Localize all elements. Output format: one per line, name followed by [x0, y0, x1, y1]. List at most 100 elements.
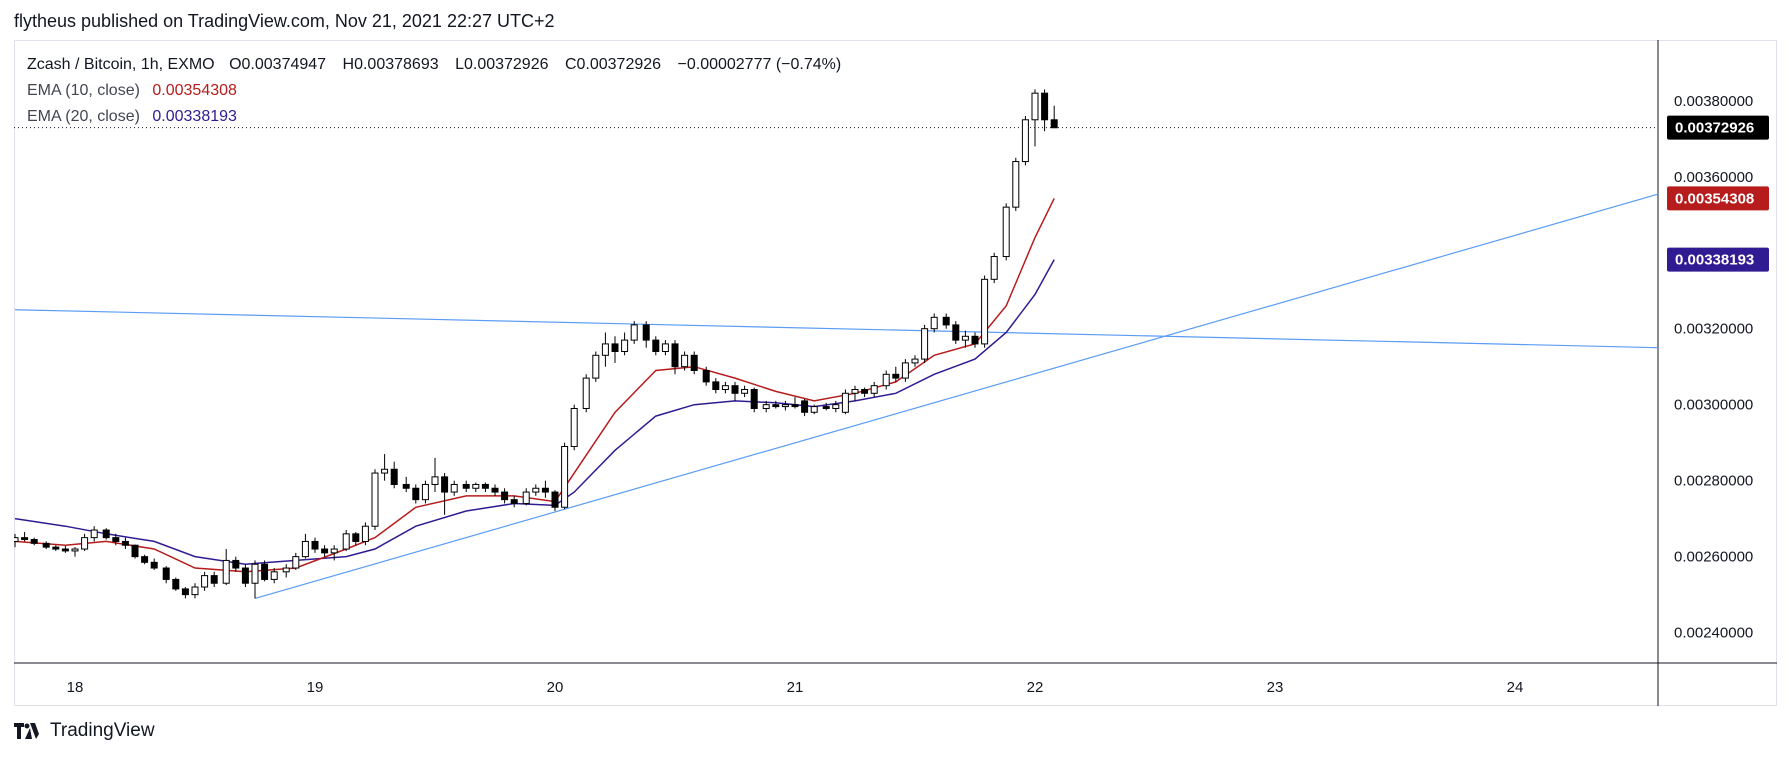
x-tick-label: 19 [307, 679, 324, 696]
candle [1002, 206, 1010, 258]
candle [981, 278, 989, 345]
ohlc-change: −0.00002777 (−0.74%) [677, 56, 842, 73]
x-tick-label: 24 [1507, 679, 1524, 696]
last-price-tag-box [1667, 115, 1769, 140]
candle [251, 563, 259, 584]
candle [361, 525, 369, 542]
candle [652, 339, 660, 353]
candle [601, 343, 609, 356]
candle [510, 499, 518, 504]
candle [642, 324, 650, 341]
candle [241, 567, 249, 584]
candle [381, 468, 389, 474]
ohlc-close-key: C [564, 56, 577, 73]
y-tick-label: 0.00240000 [1674, 625, 1753, 642]
ema20-line [14, 259, 1055, 565]
candle [330, 548, 338, 554]
ema20-price-tag-box [1667, 247, 1769, 272]
ema20-name: EMA (20, close) [27, 108, 140, 125]
x-tick-label: 18 [67, 679, 84, 696]
candle [541, 487, 549, 493]
tradingview-logo[interactable]: TradingView [14, 720, 155, 742]
candle [162, 567, 170, 580]
candle [832, 404, 840, 409]
x-tick-label: 21 [787, 679, 804, 696]
candle [592, 354, 600, 379]
tradingview-logo-icon [14, 723, 39, 739]
candle [481, 483, 489, 489]
candle [141, 556, 149, 563]
candle [532, 487, 540, 493]
candle [1012, 161, 1020, 208]
candle [201, 575, 209, 588]
chart-frame[interactable] [14, 40, 1777, 706]
candle [61, 548, 69, 552]
candle [222, 559, 230, 584]
candle [150, 561, 158, 569]
y-tick-label: 0.00260000 [1674, 549, 1753, 566]
candle [1021, 119, 1029, 163]
chart-legend: Zcash / Bitcoin, 1h, EXMO O0.00374947 H0… [27, 52, 841, 130]
candle [570, 407, 578, 447]
candle [791, 404, 799, 408]
candle [421, 483, 429, 501]
candle [750, 388, 758, 409]
candle [671, 343, 679, 368]
candle [841, 392, 849, 413]
candle [52, 546, 60, 550]
legend-ema20-row[interactable]: EMA (20, close) 0.00338193 [27, 104, 841, 130]
y-tick-label: 0.00280000 [1674, 473, 1753, 490]
candle [702, 369, 710, 383]
candle [611, 343, 619, 352]
candle [131, 544, 139, 558]
ohlc-low-key: L [455, 56, 464, 73]
y-tick-label: 0.00300000 [1674, 397, 1753, 414]
candle [90, 529, 98, 539]
y-tick-label: 0.00360000 [1674, 169, 1753, 186]
candle [961, 335, 969, 341]
candle [901, 362, 909, 379]
trendline-2 [254, 193, 1658, 599]
legend-ohlc-row[interactable]: Zcash / Bitcoin, 1h, EXMO O0.00374947 H0… [27, 52, 841, 78]
candle [30, 539, 38, 544]
candle [462, 483, 470, 489]
plot-area [14, 89, 1658, 599]
candle [261, 563, 269, 580]
candle [851, 388, 859, 394]
candle [210, 575, 218, 584]
candle [690, 354, 698, 371]
ohlc-close-value: 0.00372926 [576, 56, 662, 73]
ema10-price-tag-box [1667, 186, 1769, 211]
y-tick-label: 0.00320000 [1674, 321, 1753, 338]
candle [561, 445, 569, 508]
ohlc-low-value: 0.00372926 [463, 56, 549, 73]
symbol-title[interactable]: Zcash / Bitcoin, 1h, EXMO [27, 56, 215, 73]
candle [911, 358, 919, 364]
candle [921, 328, 929, 360]
candle [172, 578, 180, 590]
ema10-line [14, 198, 1055, 573]
candle [822, 406, 830, 409]
candle [301, 540, 309, 558]
candle [191, 586, 199, 596]
candle [71, 548, 79, 552]
candle [882, 373, 890, 387]
candle [112, 537, 120, 542]
candle [1031, 92, 1039, 121]
candle [990, 256, 998, 280]
candle [1050, 119, 1058, 129]
candle [181, 588, 189, 596]
candle [661, 343, 669, 352]
candle [42, 542, 50, 548]
candle [621, 339, 629, 353]
ohlc-open-key: O [229, 56, 242, 73]
candle [472, 483, 480, 489]
candle [801, 400, 809, 413]
last-price-tag-label: 0.00372926 [1675, 120, 1754, 137]
x-tick-label: 20 [547, 679, 564, 696]
candle [781, 404, 789, 408]
ema10-price-tag-label: 0.00354308 [1675, 190, 1754, 207]
candle [971, 335, 979, 345]
legend-ema10-row[interactable]: EMA (10, close) 0.00354308 [27, 78, 841, 104]
